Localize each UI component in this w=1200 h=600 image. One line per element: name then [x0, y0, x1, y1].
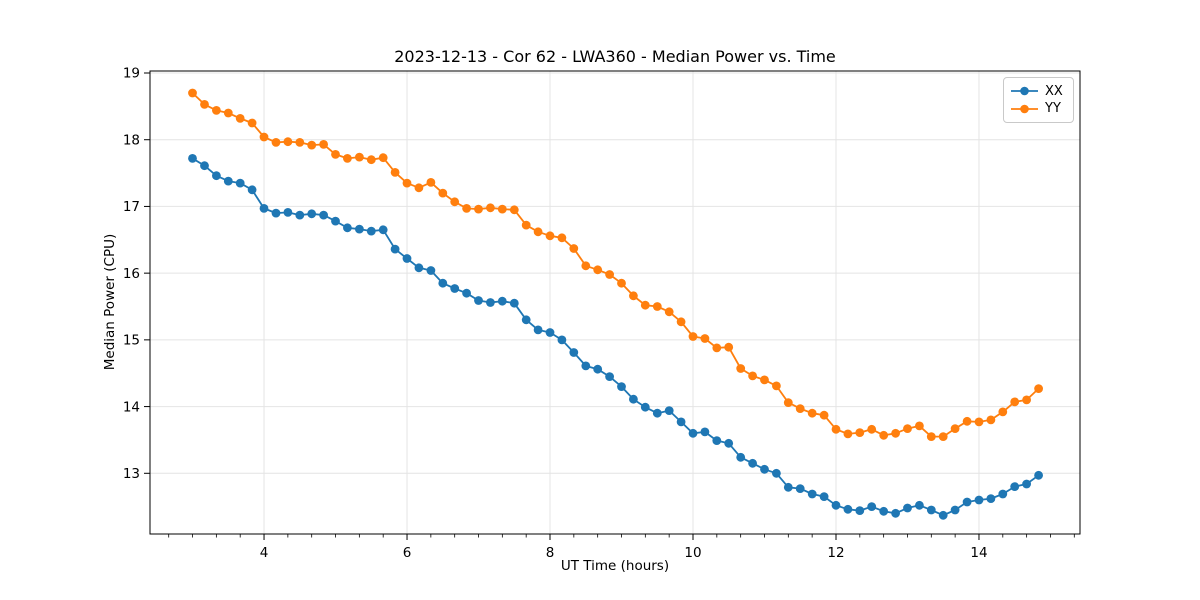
x-axis-label: UT Time (hours)	[560, 558, 670, 574]
legend-line-marker-icon	[1011, 104, 1038, 114]
svg-text:8: 8	[546, 545, 555, 561]
svg-text:16: 16	[123, 266, 140, 282]
legend-label-yy: YY	[1045, 101, 1061, 117]
legend-item-xx: XX	[1011, 85, 1066, 98]
svg-text:14: 14	[123, 399, 140, 415]
svg-text:18: 18	[123, 132, 140, 148]
svg-text:12: 12	[827, 545, 844, 561]
svg-text:19: 19	[123, 66, 140, 82]
svg-text:13: 13	[123, 466, 140, 482]
svg-text:10: 10	[684, 545, 701, 561]
legend-line-marker-icon	[1011, 86, 1038, 96]
svg-text:6: 6	[403, 545, 412, 561]
legend: XX YY	[1003, 77, 1074, 123]
legend-label-xx: XX	[1045, 83, 1063, 99]
chart-title: 2023-12-13 - Cor 62 - LWA360 - Median Po…	[394, 47, 836, 66]
svg-text:17: 17	[123, 199, 140, 215]
svg-text:4: 4	[260, 545, 269, 561]
svg-text:14: 14	[970, 545, 987, 561]
legend-item-yy: YY	[1011, 102, 1066, 115]
svg-text:15: 15	[123, 333, 140, 349]
